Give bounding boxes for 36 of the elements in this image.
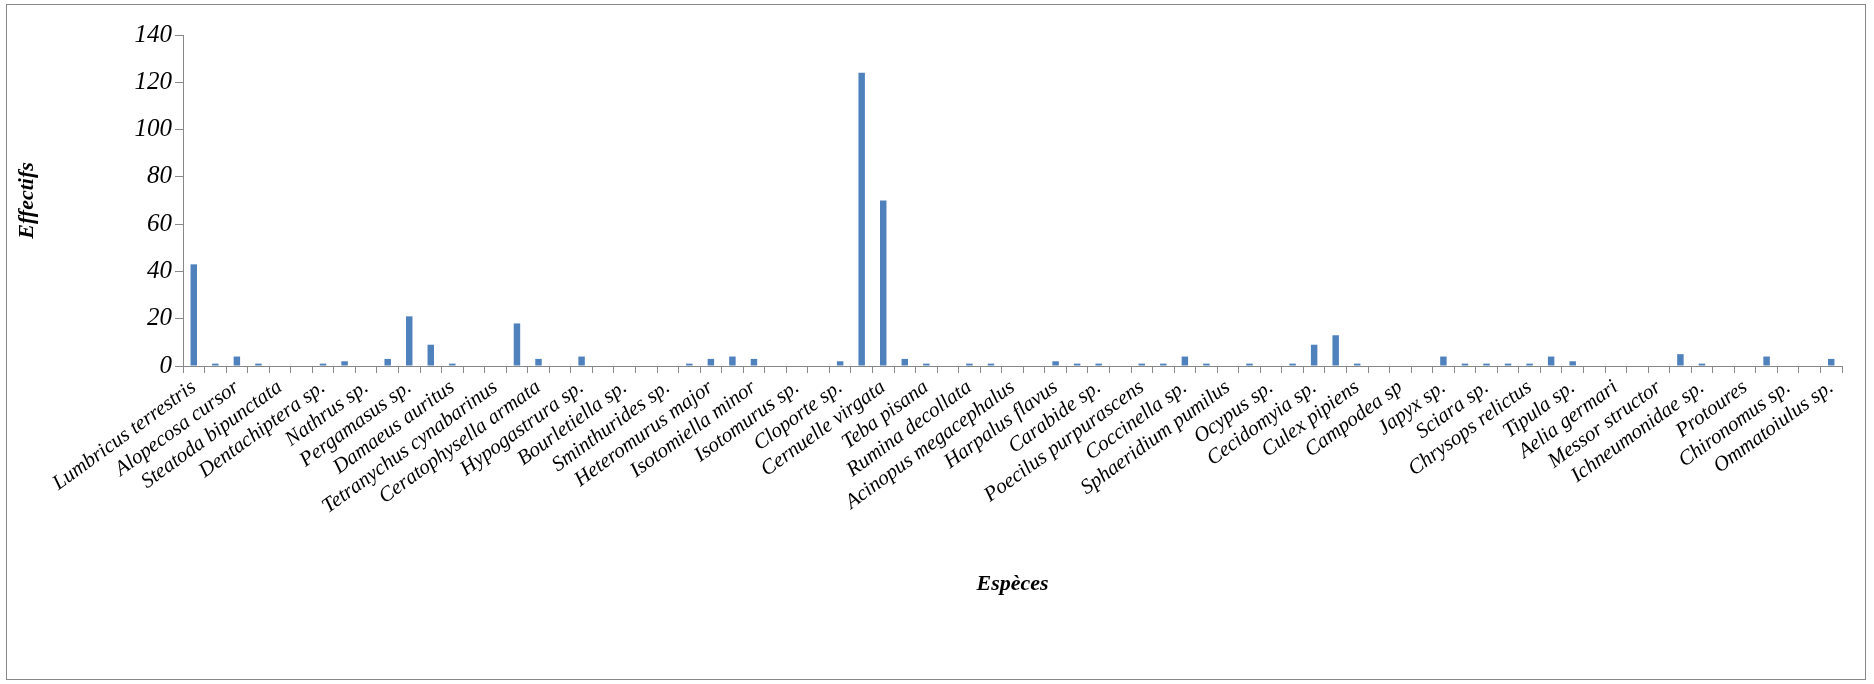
bar bbox=[1828, 358, 1835, 366]
bar bbox=[750, 358, 758, 366]
bar bbox=[836, 361, 844, 366]
bar bbox=[535, 358, 542, 366]
bar bbox=[880, 200, 887, 366]
bar bbox=[513, 323, 521, 366]
bar bbox=[578, 356, 585, 366]
y-tick-label: 140 bbox=[134, 19, 173, 47]
bar bbox=[1310, 344, 1318, 366]
y-tick-label: 0 bbox=[159, 350, 173, 378]
bar bbox=[406, 316, 413, 366]
bar bbox=[427, 344, 435, 366]
bar bbox=[901, 358, 909, 366]
y-tick-label: 120 bbox=[134, 66, 173, 94]
bar bbox=[1547, 356, 1555, 366]
y-tick-label: 20 bbox=[147, 303, 173, 331]
y-tick-label: 100 bbox=[134, 114, 173, 142]
bar bbox=[1569, 361, 1576, 366]
bar bbox=[1052, 361, 1059, 366]
x-axis-title: Espèces bbox=[975, 570, 1049, 596]
y-tick-label: 80 bbox=[147, 161, 173, 189]
y-tick-label: 40 bbox=[147, 256, 173, 284]
bar bbox=[1440, 356, 1447, 366]
bar bbox=[858, 72, 865, 366]
bar bbox=[1763, 356, 1770, 366]
y-axis-title: Effectifs bbox=[12, 162, 38, 240]
bar bbox=[1332, 335, 1339, 366]
bar bbox=[190, 264, 198, 366]
bar bbox=[707, 358, 715, 366]
bar bbox=[233, 356, 241, 366]
bar bbox=[1677, 354, 1684, 366]
y-tick-label: 60 bbox=[147, 208, 173, 236]
bar bbox=[729, 356, 736, 366]
bar bbox=[341, 361, 348, 366]
bar bbox=[1181, 356, 1189, 366]
bar bbox=[384, 358, 391, 366]
